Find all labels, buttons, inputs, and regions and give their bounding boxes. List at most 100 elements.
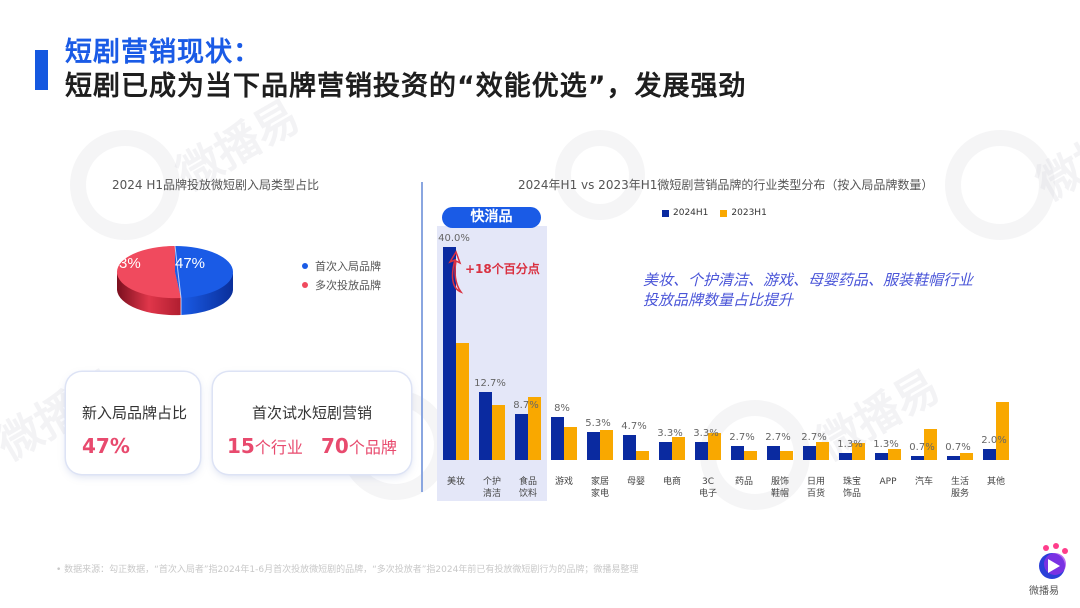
bar-2023h1 [960, 453, 973, 460]
brand-logo-text: 微播易 [1029, 586, 1059, 597]
category-label: 家居 家电 [590, 477, 609, 499]
bar-2023h1 [708, 432, 721, 460]
bar-value-label: 2.7% [729, 431, 755, 443]
category-label: 其他 [986, 477, 1005, 487]
card-value: 47% [82, 434, 130, 458]
bar-value-label: 1.3% [873, 439, 899, 451]
bar-2024h1 [659, 442, 672, 460]
callout-line: 美妆、个护清洁、游戏、母婴药品、服装鞋帽行业 [643, 271, 974, 289]
pie-label-repeat: 3% [119, 255, 141, 272]
bar-2024h1 [983, 449, 996, 460]
bar-2023h1 [636, 450, 649, 460]
legend-dot-red [302, 281, 308, 288]
pie-legend: 首次入局品牌 多次投放品牌 [302, 256, 381, 294]
bar-value-label: 8% [554, 403, 570, 415]
category-label: 食品 饮料 [518, 477, 537, 499]
bar-value-label: 5.3% [585, 417, 611, 429]
legend-label: 2024H1 [673, 208, 709, 218]
bar-2023h1 [744, 450, 757, 460]
page-subtitle: 短剧已成为当下品牌营销投资的“效能优选”，发展强劲 [65, 71, 747, 102]
bar-value-label: 3.3% [693, 428, 719, 440]
bar-2024h1 [623, 434, 636, 460]
bar-2024h1 [947, 456, 960, 460]
bar-2023h1 [528, 396, 541, 460]
category-label: 美妆 [446, 477, 465, 487]
bar-2023h1 [996, 401, 1009, 460]
increase-annotation: +18个百分点 [465, 262, 540, 276]
category-label: 个护 清洁 [482, 477, 501, 499]
title-accent-bar [35, 50, 48, 90]
bar-2023h1 [672, 437, 685, 460]
new-brand-share-card: 新入局品牌占比 47% [66, 372, 200, 474]
insight-callout: 美妆、个护清洁、游戏、母婴药品、服装鞋帽行业 投放品牌数量占比提升 [643, 270, 973, 310]
industry-count: 15个行业 [227, 434, 303, 458]
bar-2023h1 [600, 430, 613, 460]
bar-legend: 2024H1 2023H1 [662, 208, 767, 218]
bar-2024h1 [731, 445, 744, 460]
bar-2024h1 [839, 453, 852, 460]
bar-value-label: 40.0% [438, 232, 470, 244]
industry-unit: 个行业 [254, 438, 303, 457]
bar-2024h1 [803, 445, 816, 460]
bar-value-label: 0.7% [945, 442, 971, 454]
bar-value-label: 3.3% [657, 428, 683, 440]
brand-unit: 个品牌 [348, 438, 397, 457]
bar-value-label: 2.7% [801, 431, 827, 443]
legend-item-repeat: 多次投放品牌 [302, 275, 381, 294]
bar-2024h1 [695, 442, 708, 460]
brand-number: 70 [321, 434, 349, 458]
industry-number: 15 [227, 434, 255, 458]
legend-item-2023: 2023H1 [720, 208, 767, 218]
bar-2024h1 [875, 453, 888, 460]
category-label: 3C 电子 [698, 477, 717, 499]
bar-2024h1 [443, 246, 456, 460]
legend-item-2024: 2024H1 [662, 208, 708, 218]
fmcg-badge: 快消品 [442, 207, 541, 228]
bar-2024h1 [587, 431, 600, 460]
category-label: 汽车 [914, 477, 933, 487]
callout-line: 投放品牌数量占比提升 [643, 291, 794, 309]
bar-2024h1 [551, 417, 564, 460]
bar-value-label: 2.7% [765, 431, 791, 443]
bar-value-label: 8.7% [513, 399, 539, 411]
bar-value-label: 12.7% [474, 378, 506, 390]
bar-2023h1 [816, 441, 829, 460]
legend-dot-blue [302, 262, 308, 269]
card-label: 首次试水短剧营销 [251, 404, 372, 422]
category-label: 电商 [662, 477, 681, 487]
category-label: 服饰 鞋帽 [770, 477, 789, 499]
legend-label: 首次入局品牌 [315, 259, 381, 273]
bar-2023h1 [492, 404, 505, 460]
category-label: 母婴 [626, 477, 645, 487]
page-title: 短剧营销现状： [65, 37, 261, 68]
category-label: 生活 服务 [950, 477, 969, 499]
pie-chart-title: 2024 H1品牌投放微短剧入局类型占比 [112, 178, 320, 192]
first-trial-card: 首次试水短剧营销 15个行业 70个品牌 [213, 372, 411, 474]
bar-2023h1 [924, 429, 937, 460]
bar-value-label: 1.3% [837, 439, 863, 451]
bar-2024h1 [479, 392, 492, 460]
pie-label-first: 47% [175, 255, 205, 272]
bar-chart-title: 2024年H1 vs 2023年H1微短剧营销品牌的行业类型分布（按入局品牌数量… [518, 178, 934, 192]
data-source-footnote: • 数据来源：勾正数据，“首次入局者”指2024年1-6月首次投放微短剧的品牌，… [56, 565, 639, 575]
bar-2024h1 [911, 456, 924, 460]
bar-value-label: 0.7% [909, 442, 935, 454]
increase-arrow-icon [448, 250, 464, 294]
category-label: APP [879, 477, 897, 487]
category-label: 游戏 [554, 477, 573, 487]
section-divider [421, 182, 423, 492]
legend-swatch-orange [720, 209, 728, 217]
bar-2023h1 [780, 450, 793, 460]
category-label: 日用 百货 [806, 477, 825, 499]
category-label: 珠宝 饰品 [842, 477, 861, 499]
bar-2024h1 [767, 445, 780, 460]
bar-value-label: 2.0% [981, 435, 1007, 447]
legend-label: 多次投放品牌 [315, 278, 381, 292]
bar-2023h1 [456, 342, 469, 460]
brand-count: 70个品牌 [321, 434, 397, 458]
card-label: 新入局品牌占比 [82, 404, 188, 422]
category-label: 药品 [734, 477, 753, 487]
legend-swatch-navy [662, 209, 669, 217]
legend-item-first: 首次入局品牌 [302, 256, 381, 275]
